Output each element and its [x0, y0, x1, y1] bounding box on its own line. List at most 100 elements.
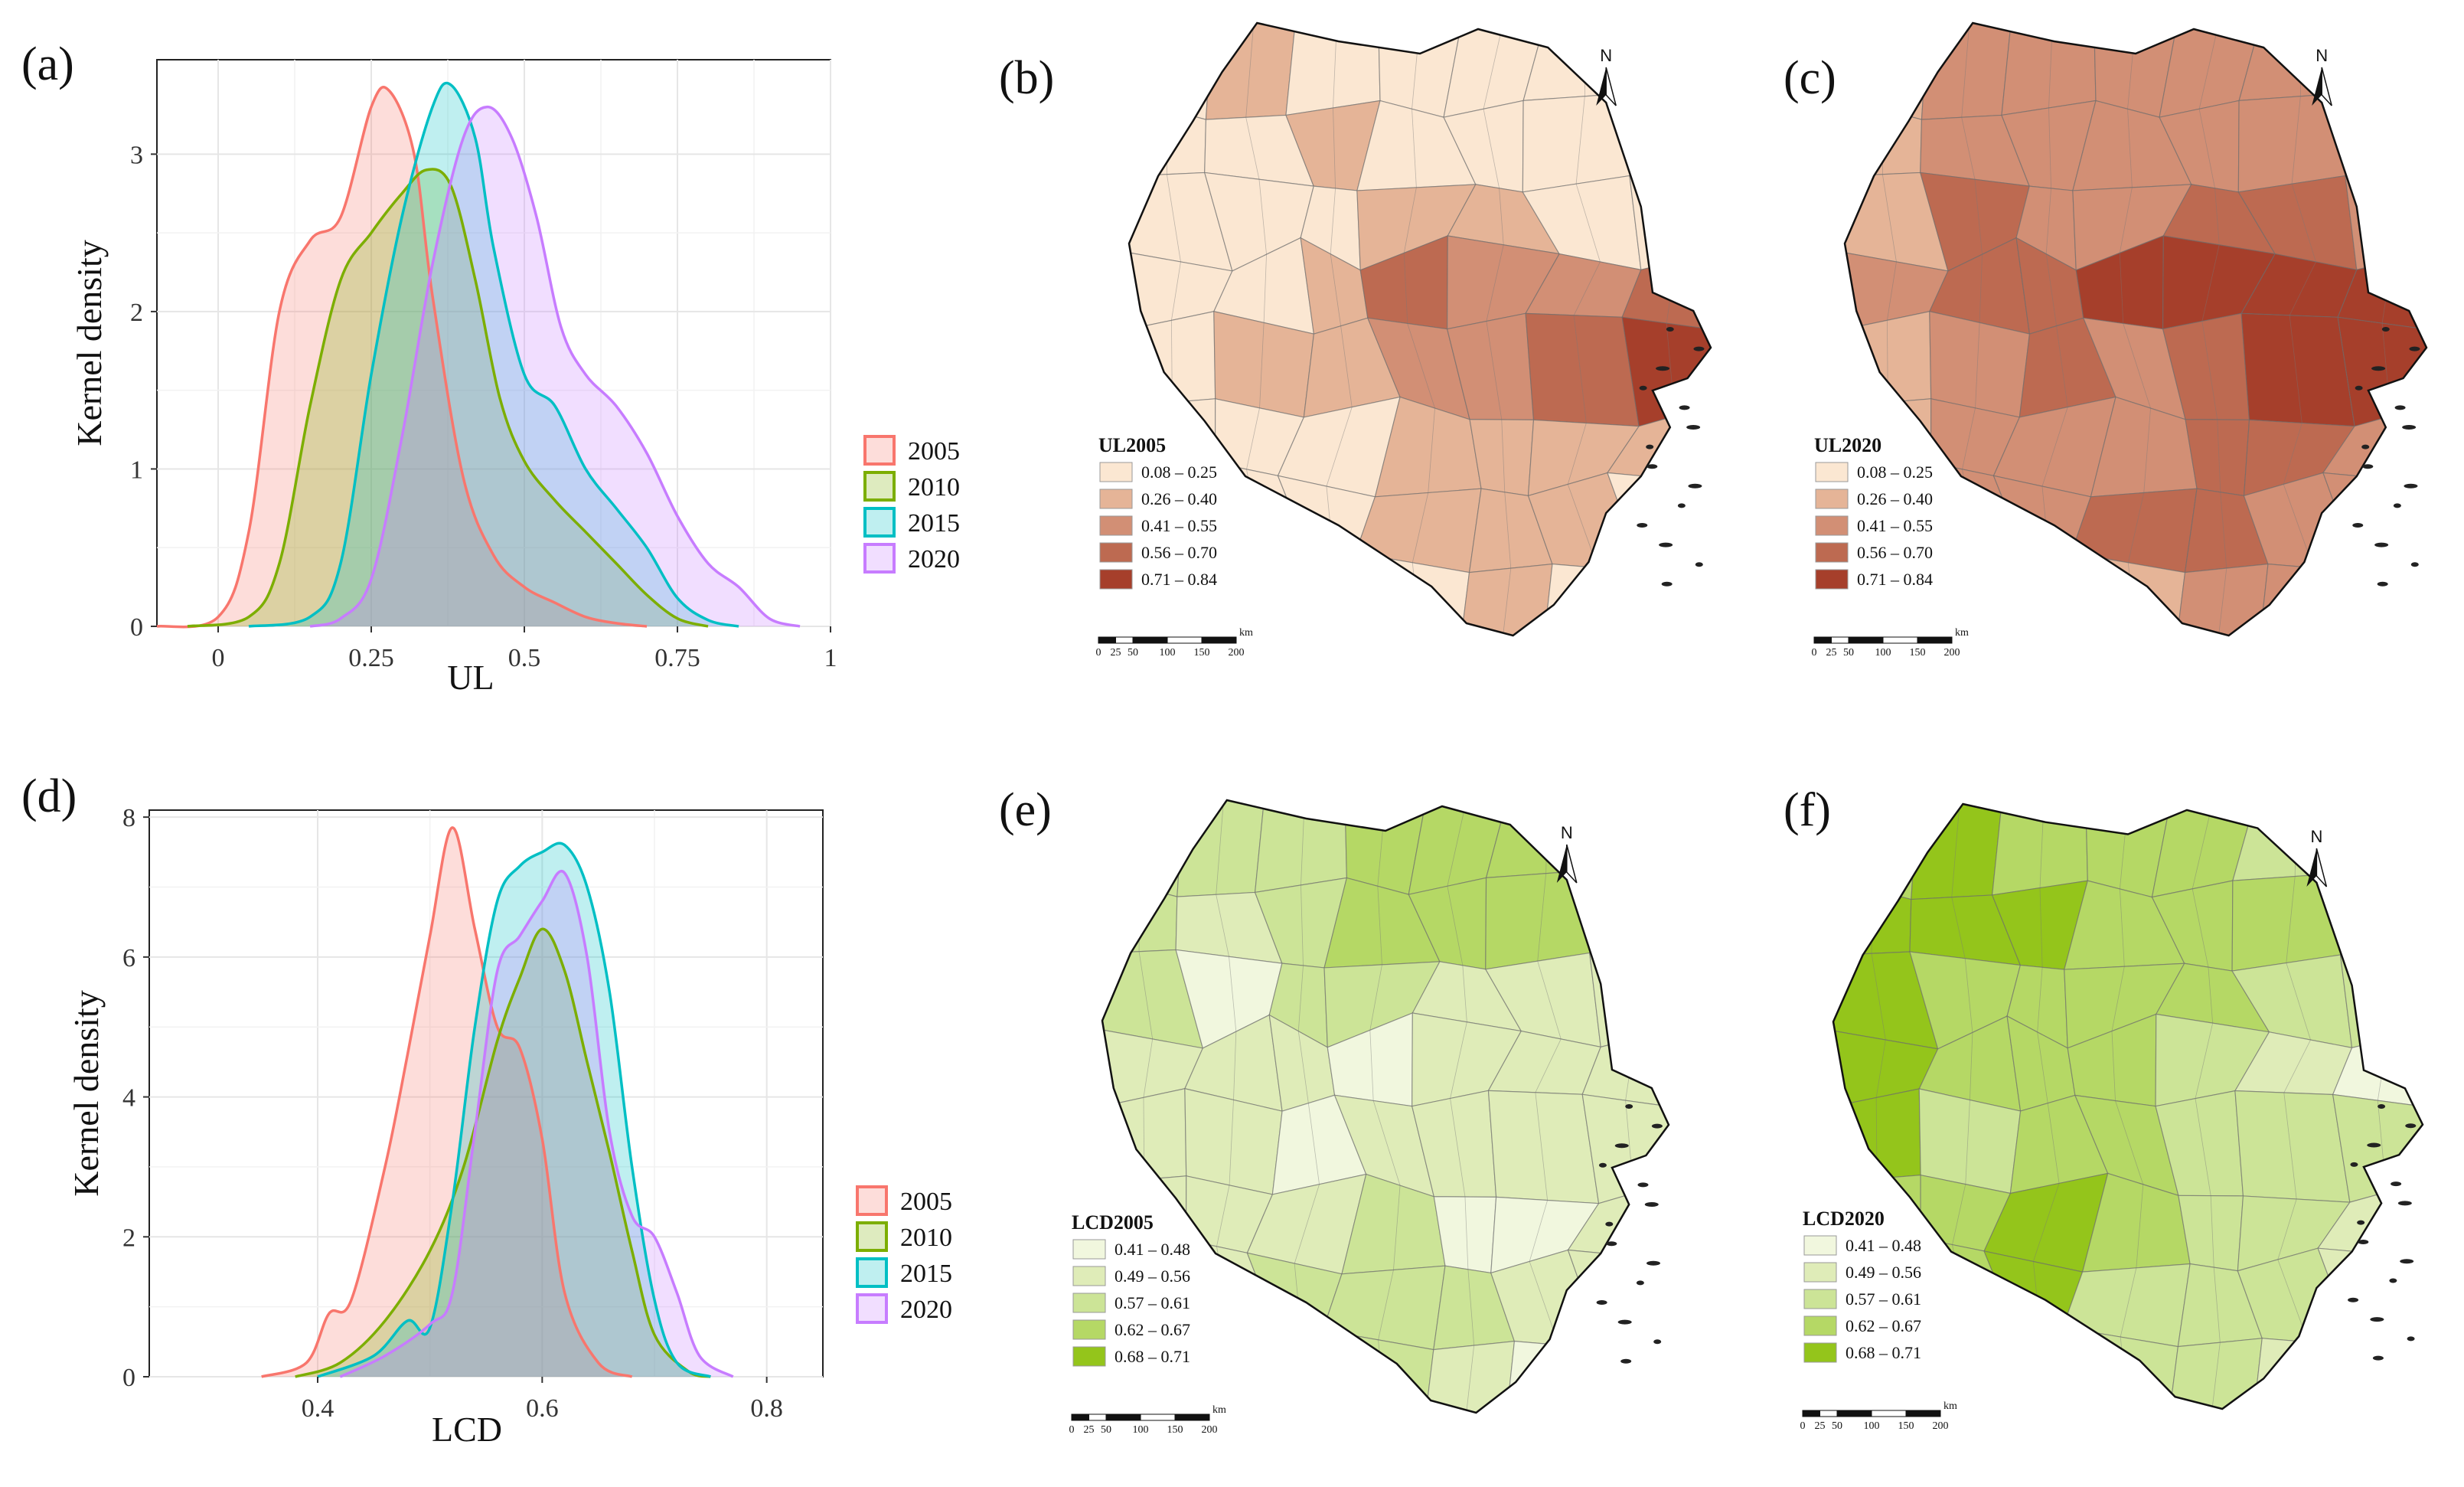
county-boundary — [1216, 894, 1229, 957]
scale-segment — [1132, 636, 1168, 644]
island — [1651, 1123, 1663, 1129]
map-region — [1845, 99, 1923, 177]
county-boundary — [2115, 1100, 2144, 1185]
island — [1617, 1319, 1632, 1325]
map-legend-swatch — [1099, 489, 1133, 509]
island — [2348, 1297, 2359, 1302]
scale-segment — [1140, 1413, 1176, 1421]
county-boundary — [1167, 23, 1171, 110]
island — [1686, 425, 1701, 430]
county-boundary — [1951, 804, 1960, 897]
map-region — [2342, 23, 2426, 100]
county-boundary — [2119, 253, 2124, 324]
map-region — [1294, 552, 1379, 636]
island — [2378, 1104, 2386, 1109]
north-arrow-icon: N — [1596, 46, 1617, 106]
north-label: N — [2310, 827, 2322, 846]
plot-frame-d — [148, 809, 824, 1378]
y-tick-label: 8 — [122, 804, 135, 832]
map-legend-title: LCD2020 — [1803, 1208, 1885, 1230]
county-boundary — [1301, 1333, 1305, 1413]
island — [1644, 1202, 1659, 1207]
county-boundary — [2037, 967, 2043, 1032]
scale-segment — [1831, 636, 1849, 644]
panel-label-f: (f) — [1784, 784, 1831, 836]
map-legend-label: 0.57 – 0.61 — [1115, 1293, 1190, 1312]
county-boundary — [1501, 420, 1506, 492]
county-boundary — [2296, 1342, 2309, 1409]
island — [1656, 366, 1670, 371]
panel-label-a: (a) — [21, 38, 74, 90]
county-boundary — [1428, 408, 1435, 493]
map-region — [1183, 1335, 1281, 1413]
gridlines-d — [149, 810, 823, 1378]
legend-d: 2005 2010 2015 2020 — [856, 1185, 952, 1324]
county-boundary — [2283, 423, 2302, 485]
county-boundary — [2201, 321, 2218, 420]
x-tick-label: 0.6 — [526, 1394, 559, 1423]
choropleth-map-ul2005: N UL2005 0.08 – 0.25 0.26 – 0.40 0.41 – 0.55… — [1096, 21, 1712, 659]
map-region — [1845, 23, 1929, 120]
county-boundary — [2301, 567, 2314, 636]
island — [2357, 1220, 2365, 1225]
scale-tick-label: 50 — [1128, 647, 1138, 659]
island — [2393, 503, 2401, 508]
density-series-a — [156, 81, 801, 629]
scale-tick-label: 50 — [1101, 1424, 1111, 1436]
county-boundary — [1669, 175, 1676, 262]
map-region — [2001, 1326, 2087, 1409]
density-area-2015 — [249, 83, 739, 627]
county-boundary — [1628, 953, 1635, 1039]
legend-label-2020: 2020 — [900, 1296, 952, 1324]
y-tick-label: 4 — [122, 1084, 135, 1113]
island — [1666, 327, 1674, 332]
scale-segment — [1905, 1410, 1941, 1417]
map-region — [1355, 488, 1482, 574]
panel-label-c: (c) — [1784, 52, 1836, 104]
scale-segment — [1167, 636, 1203, 644]
density-series-d — [261, 826, 734, 1378]
map-region — [1911, 804, 2002, 900]
map-region — [1833, 1088, 1921, 1183]
county-boundary — [1965, 1100, 1970, 1185]
county-boundary — [1887, 261, 1897, 321]
map-region — [1525, 312, 1640, 427]
county-boundary — [1462, 965, 1467, 1022]
legend-label-2005: 2005 — [900, 1188, 952, 1216]
map-legend-swatch — [1099, 515, 1133, 536]
county-boundary — [1573, 315, 1587, 423]
north-arrow-left — [2306, 848, 2317, 887]
island — [1646, 464, 1658, 469]
county-boundary — [1450, 1098, 1466, 1198]
county-boundary — [2198, 109, 2215, 188]
island — [2405, 1123, 2417, 1129]
map-legend-f: LCD2020 0.41 – 0.48 0.49 – 0.56 0.57 – 0.61… — [1803, 1208, 1921, 1363]
x-axis-title-a: UL — [447, 658, 494, 697]
legend-swatch-2005 — [856, 1185, 888, 1216]
island — [2372, 1355, 2384, 1361]
legend-label-2010: 2010 — [908, 473, 960, 502]
map-region — [2071, 488, 2198, 574]
map-legend-label: 0.41 – 0.55 — [1857, 516, 1933, 535]
legend-label-2005: 2005 — [908, 437, 960, 466]
county-boundary — [2136, 1184, 2144, 1268]
county-boundary — [1407, 323, 1435, 409]
county-boundary — [1961, 23, 1970, 118]
county-boundary — [1403, 253, 1408, 324]
map-legend-label: 0.71 – 0.84 — [1857, 570, 1933, 589]
island — [1679, 405, 1690, 410]
county-boundary — [2291, 96, 2301, 185]
region-outline — [1101, 799, 1670, 1414]
county-boundary — [2384, 23, 2395, 96]
island — [2352, 523, 2364, 528]
density-line-2005 — [156, 86, 648, 629]
y-tick-label: 0 — [122, 1364, 135, 1392]
county-boundary — [1216, 1185, 1230, 1247]
scale-tick-label: 100 — [1160, 647, 1176, 659]
x-tick-label: 0.75 — [654, 644, 700, 672]
county-boundary — [1535, 1038, 1562, 1093]
legend-label-2015: 2015 — [908, 509, 960, 538]
island — [2374, 542, 2389, 547]
island — [1625, 1104, 1633, 1109]
tick-labels-d: 0.4 0.6 0.8 0 2 4 6 8 — [122, 804, 783, 1423]
